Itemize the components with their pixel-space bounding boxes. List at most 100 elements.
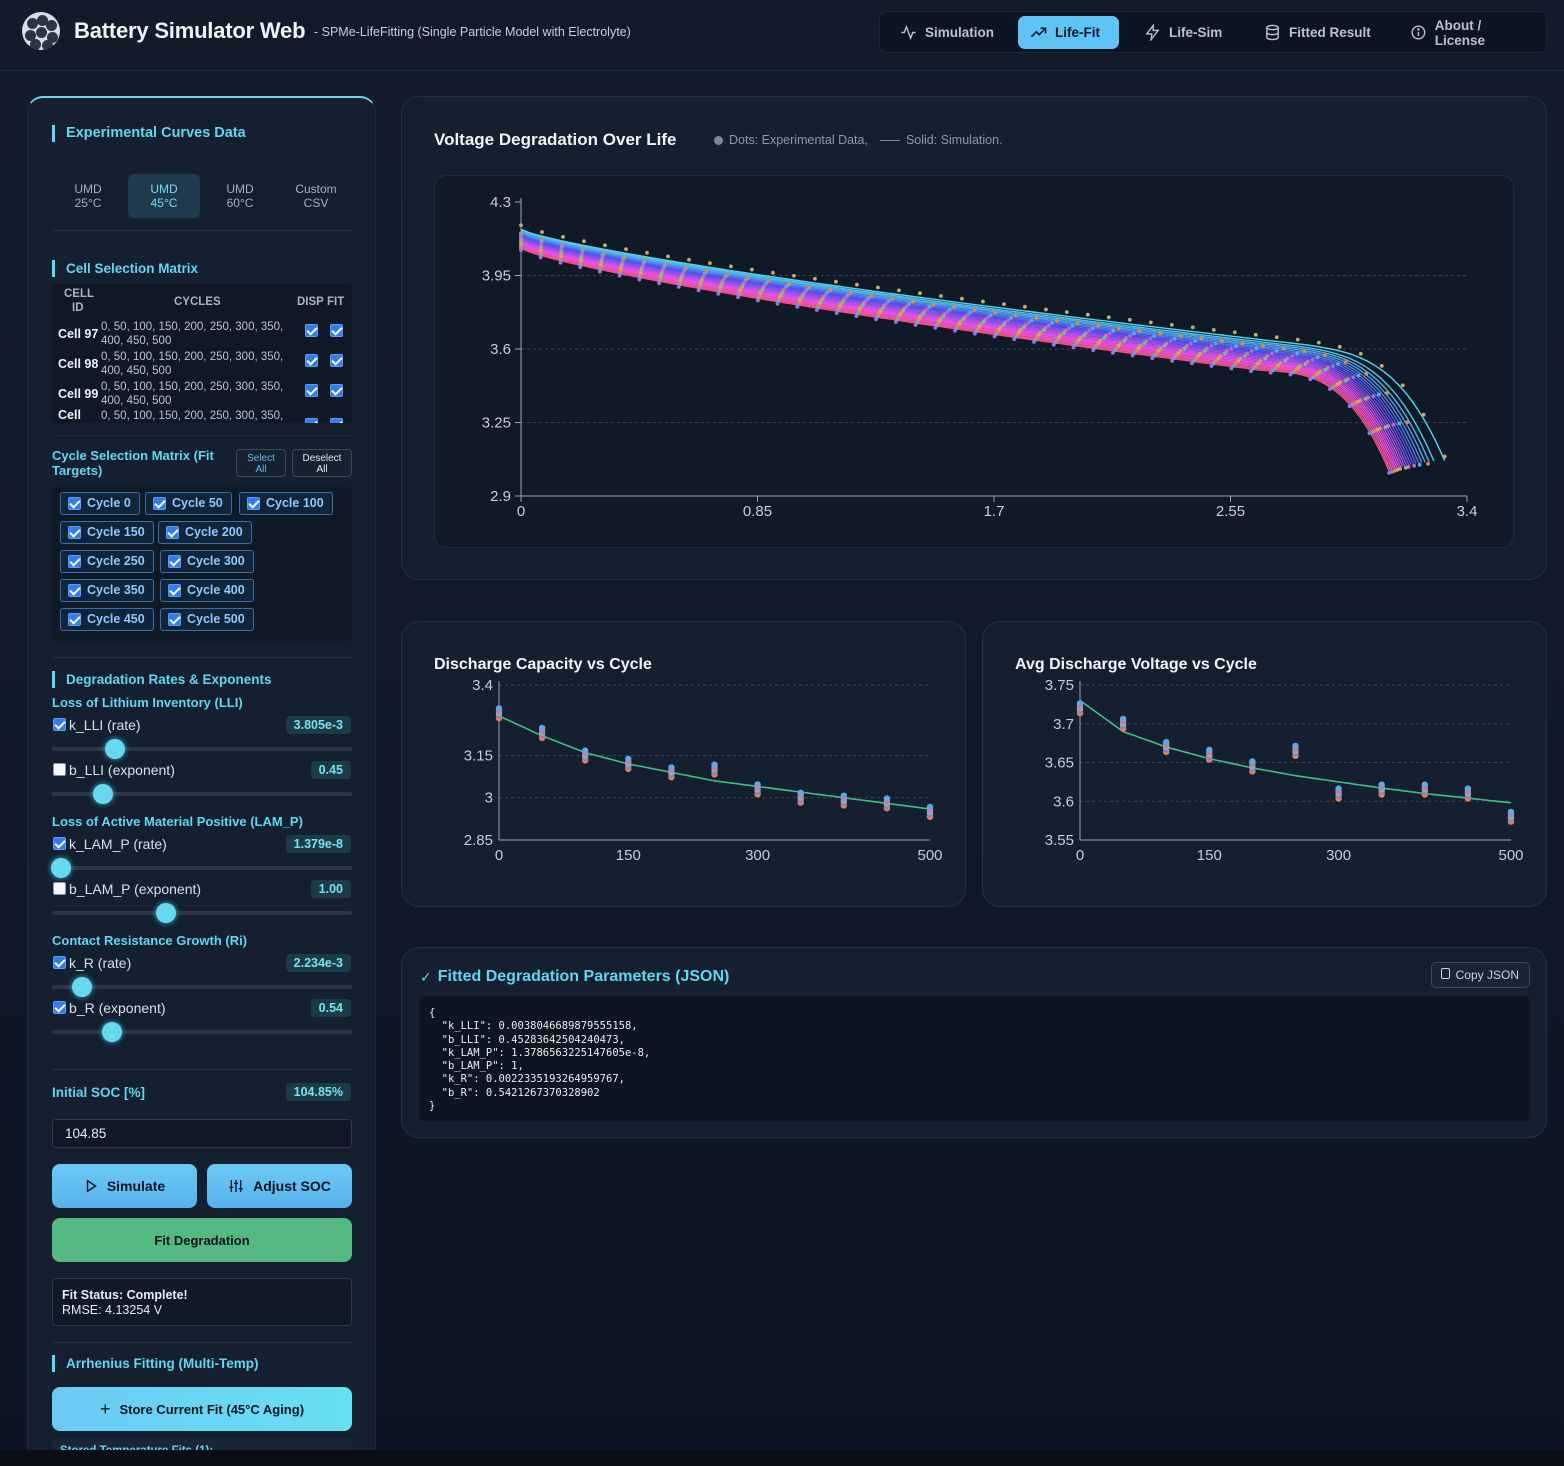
checkbox[interactable] [247, 497, 260, 510]
dataset-umd-25c[interactable]: UMD 25°C [52, 174, 124, 218]
cycle-chip-200[interactable]: Cycle 200 [158, 521, 252, 544]
k-lam-p-slider[interactable] [51, 858, 352, 878]
select-all-button[interactable]: Select All [236, 449, 286, 477]
cycle-chip-100[interactable]: Cycle 100 [239, 492, 333, 515]
experimental-point [1106, 315, 1111, 320]
k-lli-checkbox[interactable] [53, 718, 66, 731]
disp-checkbox[interactable] [305, 324, 318, 337]
capacity-card: Discharge Capacity vs Cycle 3.4 3.15 3 2.85… [401, 621, 966, 907]
fit-checkbox[interactable] [330, 354, 343, 367]
k-lli-slider[interactable] [52, 739, 352, 759]
k-r-checkbox[interactable] [53, 956, 66, 969]
experimental-point [1026, 320, 1031, 325]
checkbox[interactable] [68, 526, 81, 539]
checkbox[interactable] [168, 584, 181, 597]
adjust-soc-button[interactable]: Adjust SOC [207, 1164, 352, 1208]
simulate-button[interactable]: Simulate [52, 1164, 197, 1208]
experimental-point [711, 761, 718, 768]
nav-fitted-result[interactable]: Fitted Result [1252, 16, 1383, 49]
avg-voltage-chart-svg[interactable]: 3.75 3.7 3.65 3.6 3.550 150 300 500 [983, 622, 1548, 908]
experimental-point [986, 315, 990, 320]
experimental-point [840, 792, 847, 799]
b-lam-p-checkbox[interactable] [53, 882, 66, 895]
checkbox[interactable] [168, 555, 181, 568]
k-r-slider[interactable] [52, 977, 352, 997]
initial-soc-input[interactable]: 104.85 [52, 1119, 352, 1148]
experimental-point [617, 273, 622, 278]
slider-handle[interactable] [102, 1022, 122, 1042]
experimental-point [1232, 330, 1237, 335]
checkbox[interactable] [68, 555, 81, 568]
sliders-icon [229, 1180, 243, 1192]
b-lli-checkbox[interactable] [53, 763, 66, 776]
experimental-point [1127, 317, 1132, 322]
b-lli-slider[interactable] [52, 784, 352, 804]
cycle-chip-0[interactable]: Cycle 0 [60, 492, 140, 515]
checkbox[interactable] [153, 497, 166, 510]
experimental-point [1152, 353, 1157, 358]
nav-simulation[interactable]: Simulation [888, 16, 1006, 49]
y-tick-label: 3.6 [490, 341, 511, 358]
cycle-chip-350[interactable]: Cycle 350 [60, 579, 154, 602]
experimental-point [1273, 366, 1278, 370]
store-fit-button[interactable]: + Store Current Fit (45°C Aging) [52, 1387, 352, 1431]
divider [52, 657, 352, 658]
cycle-chip-50[interactable]: Cycle 50 [145, 492, 232, 515]
cycle-chip-500[interactable]: Cycle 500 [160, 608, 254, 631]
disp-checkbox[interactable] [305, 384, 318, 397]
fit-checkbox[interactable] [330, 384, 343, 397]
voltage-chart-svg[interactable]: 4.3 3.95 3.6 3.25 2.9 0 0.85 1.7 2.55 3.4 [435, 176, 1515, 549]
fit-line [1079, 699, 1512, 804]
experimental-point [1202, 349, 1207, 353]
b-r-checkbox[interactable] [53, 1001, 66, 1014]
slider-handle[interactable] [105, 739, 125, 759]
dataset-umd-45c[interactable]: UMD 45°C [128, 174, 200, 218]
b-lam-p-value: 1.00 [310, 880, 351, 898]
experimental-point [1128, 334, 1132, 338]
experimental-point [1391, 422, 1396, 427]
experimental-point [519, 248, 523, 253]
disp-checkbox[interactable] [305, 354, 318, 367]
slider-handle[interactable] [156, 903, 176, 923]
fit-checkbox[interactable] [330, 324, 343, 337]
nav-life-sim[interactable]: Life-Sim [1132, 16, 1234, 49]
capacity-chart-svg[interactable]: 3.4 3.15 3 2.850 150 300 500 [402, 622, 967, 908]
deselect-all-button[interactable]: Deselect All [292, 449, 352, 477]
checkbox[interactable] [166, 526, 179, 539]
checkbox[interactable] [68, 584, 81, 597]
experimental-point [1335, 785, 1342, 792]
cycle-chip-450[interactable]: Cycle 450 [60, 608, 154, 631]
fit-checkbox[interactable] [330, 418, 343, 423]
nav-life-fit[interactable]: Life-Fit [1018, 16, 1119, 49]
cycle-chip-400[interactable]: Cycle 400 [160, 579, 254, 602]
slider-handle[interactable] [72, 977, 92, 997]
b-r-slider[interactable] [52, 1022, 352, 1042]
fit-degradation-button[interactable]: Fit Degradation [52, 1218, 352, 1262]
dataset-custom-csv[interactable]: Custom CSV [280, 174, 352, 218]
b-lam-p-slider[interactable] [52, 903, 352, 923]
experimental-point [1184, 344, 1189, 348]
k-lam-p-checkbox[interactable] [53, 837, 66, 850]
dataset-umd-60c[interactable]: UMD 60°C [204, 174, 276, 218]
cycle-chip-150[interactable]: Cycle 150 [60, 521, 154, 544]
simulation-line [520, 234, 1417, 464]
experimental-point [1122, 338, 1127, 343]
json-card-header: ✓ Fitted Degradation Parameters (JSON) [420, 968, 729, 986]
cycle-chip-250[interactable]: Cycle 250 [60, 550, 154, 573]
json-output[interactable]: { "k_LLI": 0.0038046689879555158, "b_LLI… [419, 996, 1530, 1121]
disp-checkbox[interactable] [305, 418, 318, 423]
experimental-point [1182, 346, 1187, 351]
experimental-point [939, 294, 943, 298]
checkbox[interactable] [168, 613, 181, 626]
nav-about-license[interactable]: About / License [1398, 16, 1546, 49]
y-tick-label: 3.7 [1053, 716, 1074, 733]
json-card-title: Fitted Degradation Parameters (JSON) [437, 968, 730, 985]
experimental-point [1397, 421, 1402, 426]
checkbox[interactable] [68, 613, 81, 626]
slider-handle[interactable] [51, 858, 71, 878]
dataset-label: UMD [150, 182, 178, 196]
copy-json-button[interactable]: Copy JSON [1430, 962, 1530, 988]
checkbox[interactable] [68, 497, 81, 510]
slider-handle[interactable] [93, 784, 113, 804]
cycle-chip-300[interactable]: Cycle 300 [160, 550, 254, 573]
